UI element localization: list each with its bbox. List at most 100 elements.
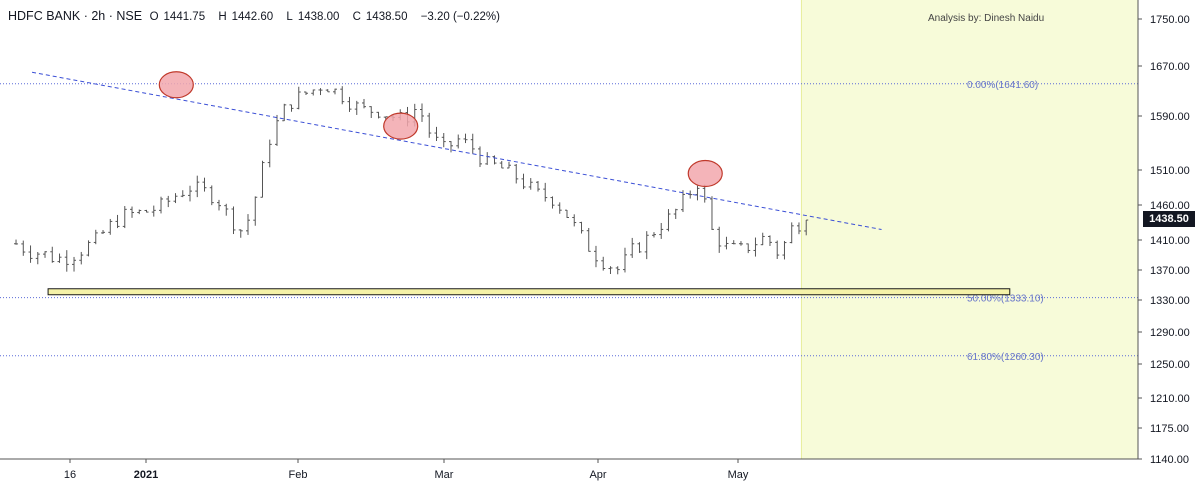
ohlc-bar bbox=[296, 86, 301, 110]
ohlc-bar bbox=[304, 91, 309, 96]
time-axis-label: Apr bbox=[589, 469, 606, 481]
ohlc-bar bbox=[238, 229, 243, 238]
ohlc-bar bbox=[354, 100, 359, 115]
ohlc-bar bbox=[463, 133, 468, 144]
price-axis-label: 1250.00 bbox=[1150, 359, 1190, 371]
ohlc-bar bbox=[318, 88, 323, 96]
ohlc-bar bbox=[622, 247, 627, 273]
time-axis-label: 2021 bbox=[134, 469, 158, 481]
ohlc-bar bbox=[209, 185, 214, 206]
ohlc-bar bbox=[325, 89, 330, 93]
ohlc-bar bbox=[57, 253, 62, 263]
ohlc-bar bbox=[137, 209, 142, 215]
ohlc-bar bbox=[782, 240, 787, 260]
ohlc-bar bbox=[180, 190, 185, 198]
low-value: L 1438.00 bbox=[286, 11, 340, 23]
ohlc-bar bbox=[579, 221, 584, 234]
ohlc-bar bbox=[499, 160, 504, 169]
interval-label[interactable]: 2h bbox=[91, 9, 106, 23]
change-value: −3.20 (−0.22%) bbox=[420, 11, 500, 23]
ohlc-bar bbox=[72, 256, 77, 272]
ohlc-bar bbox=[369, 106, 374, 118]
ohlc-bar bbox=[202, 177, 207, 192]
ohlc-bar bbox=[738, 241, 743, 246]
symbol-name[interactable]: HDFC BANK bbox=[8, 9, 81, 23]
ohlc-bar bbox=[275, 114, 280, 146]
ohlc-bar bbox=[608, 266, 613, 275]
price-axis-label: 1750.00 bbox=[1150, 14, 1190, 26]
ohlc-bar bbox=[50, 246, 55, 263]
ohlc-bar bbox=[470, 133, 475, 154]
ohlc-bar bbox=[419, 103, 424, 122]
fib-level-label: 61.80%(1260.30) bbox=[967, 352, 1044, 363]
ohlc-bar bbox=[217, 199, 222, 211]
ohlc-bar bbox=[586, 227, 591, 252]
ohlc-bar bbox=[485, 152, 490, 165]
ohlc-bar bbox=[173, 193, 178, 204]
ohlc-bar bbox=[151, 205, 156, 217]
ohlc-bar bbox=[340, 86, 345, 105]
ohlc-bar bbox=[550, 196, 555, 209]
ohlc-bar bbox=[282, 103, 287, 122]
ohlc-bar bbox=[188, 185, 193, 202]
ohlc-bar bbox=[506, 161, 511, 169]
exchange-label: NSE bbox=[116, 9, 143, 23]
ohlc-bar bbox=[64, 250, 69, 272]
ohlc-bar bbox=[746, 243, 751, 254]
ohlc-bar bbox=[637, 242, 642, 253]
ohlc-bar bbox=[492, 155, 497, 165]
ohlc-bar bbox=[760, 232, 765, 246]
price-axis-label: 1460.00 bbox=[1150, 200, 1190, 212]
support-zone bbox=[47, 288, 1011, 296]
ohlc-bar bbox=[644, 231, 649, 260]
highlight-circle bbox=[687, 159, 723, 188]
ohlc-bar bbox=[260, 160, 265, 198]
ohlc-bar bbox=[680, 190, 685, 213]
ohlc-bar bbox=[564, 209, 569, 218]
ohlc-bar bbox=[21, 240, 26, 256]
ohlc-bar bbox=[651, 232, 656, 238]
ohlc-bar bbox=[93, 229, 98, 245]
ohlc-bar bbox=[101, 230, 106, 234]
ohlc-bar bbox=[195, 175, 200, 198]
highlight-circle bbox=[158, 71, 194, 99]
ohlc-bar bbox=[289, 104, 294, 112]
price-axis-background bbox=[1138, 0, 1200, 485]
ohlc-bar bbox=[796, 222, 801, 235]
highlight-circle bbox=[383, 112, 419, 140]
ohlc-bar bbox=[572, 214, 577, 227]
ohlc-bar bbox=[477, 146, 482, 168]
ohlc-bar bbox=[521, 173, 526, 190]
price-axis-label: 1330.00 bbox=[1150, 295, 1190, 307]
ohlc-bar bbox=[709, 196, 714, 230]
ohlc-bar bbox=[804, 219, 809, 236]
ohlc-bar bbox=[557, 202, 562, 214]
ohlc-bar bbox=[528, 178, 533, 190]
ohlc-bar bbox=[144, 209, 149, 213]
ohlc-bar bbox=[14, 239, 19, 245]
open-value: O 1441.75 bbox=[149, 11, 206, 23]
ohlc-bar bbox=[767, 235, 772, 246]
ohlc-bar bbox=[86, 240, 91, 257]
ohlc-bar bbox=[231, 206, 236, 235]
ohlc-bar bbox=[224, 203, 229, 216]
last-price-tag: 1438.50 bbox=[1143, 211, 1195, 227]
price-axis-label: 1290.00 bbox=[1150, 327, 1190, 339]
ohlc-bar bbox=[43, 251, 48, 258]
ohlc-bar bbox=[514, 164, 519, 184]
price-axis-label: 1370.00 bbox=[1150, 265, 1190, 277]
price-axis-label: 1510.00 bbox=[1150, 165, 1190, 177]
ohlc-bar bbox=[246, 214, 251, 235]
ohlc-bar bbox=[702, 184, 707, 203]
ohlc-values: O 1441.75 H 1442.60 L 1438.00 C 1438.50 −3.2… bbox=[150, 11, 505, 23]
price-axis-label: 1670.00 bbox=[1150, 61, 1190, 73]
author-note: Analysis by: Dinesh Naidu bbox=[928, 13, 1045, 24]
separator-dot: · bbox=[83, 9, 92, 23]
ohlc-bar bbox=[448, 141, 453, 153]
price-axis-label: 1140.00 bbox=[1150, 454, 1189, 466]
ohlc-bar bbox=[731, 240, 736, 245]
price-axis-label: 1175.00 bbox=[1150, 423, 1189, 435]
time-axis-label: May bbox=[728, 469, 749, 481]
